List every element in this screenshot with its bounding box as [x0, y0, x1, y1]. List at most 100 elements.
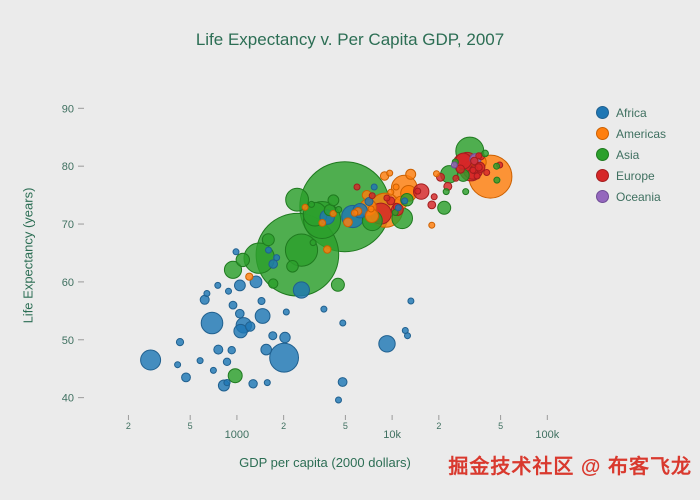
bubble-benin[interactable] [257, 297, 266, 305]
bubble-pakistan[interactable] [284, 233, 319, 267]
bubble-guinea[interactable] [228, 300, 238, 310]
y-axis-title: Life Expectancy (years) [20, 187, 36, 324]
bubble-afghanistan[interactable] [227, 368, 243, 384]
bubble-trinidad-and-tobago[interactable] [428, 221, 436, 229]
bubble-guinea-bissau[interactable] [196, 357, 204, 365]
bubble-chile[interactable] [405, 168, 417, 180]
bubble-nigeria[interactable] [269, 342, 300, 373]
bubble-haiti[interactable] [245, 272, 254, 281]
legend-item-europe[interactable]: Europe [596, 165, 666, 186]
bubble-honduras[interactable] [318, 219, 327, 227]
bubble-greece[interactable] [455, 164, 465, 174]
bubble-rwanda[interactable] [222, 357, 232, 366]
bubble-zimbabwe[interactable] [181, 372, 191, 383]
bubble-bosnia-and-herzegovina[interactable] [368, 192, 376, 200]
bubble-mongolia[interactable] [309, 239, 317, 247]
bubble-ghana[interactable] [249, 275, 263, 289]
bubble-costa-rica[interactable] [386, 169, 394, 177]
bubble-senegal[interactable] [268, 259, 279, 269]
bubble-croatia[interactable] [414, 187, 422, 195]
bubble-bahrain[interactable] [462, 188, 470, 196]
bubble-burundi[interactable] [175, 338, 185, 347]
bubble-tunisia[interactable] [364, 197, 374, 206]
bubble-albania[interactable] [353, 183, 361, 191]
bubble-slovak-republic[interactable] [430, 193, 438, 201]
bubble-slovenia[interactable] [452, 174, 460, 182]
bubble-austria[interactable] [474, 163, 483, 172]
legend-item-americas[interactable]: Americas [596, 123, 666, 144]
bubble-mali[interactable] [235, 308, 245, 319]
bubble-bolivia[interactable] [323, 245, 332, 254]
bubble-eritrea[interactable] [203, 290, 211, 297]
bubble-hong-kong-china[interactable] [481, 149, 489, 158]
bubble-comoros[interactable] [232, 248, 240, 256]
bubble-new-zealand[interactable] [450, 161, 458, 169]
bubble-uruguay[interactable] [392, 183, 400, 191]
bubble-saudi-arabia[interactable] [437, 200, 452, 215]
bubble-montenegro[interactable] [383, 194, 391, 202]
bubble-west-bank-and-gaza[interactable] [308, 200, 315, 208]
legend-item-oceania[interactable]: Oceania [596, 186, 666, 207]
bubble-swaziland[interactable] [335, 396, 342, 404]
bubble-congo-rep-[interactable] [320, 305, 328, 313]
bubble-sweden[interactable] [470, 156, 479, 166]
bubble-madagascar[interactable] [234, 279, 246, 292]
legend-item-africa[interactable]: Africa [596, 102, 666, 123]
bubble-mauritania[interactable] [273, 254, 281, 262]
bubble-cameroon[interactable] [279, 331, 291, 344]
bubble-iceland[interactable] [475, 152, 483, 160]
bubble-togo[interactable] [225, 287, 232, 295]
bubble-ethiopia[interactable] [200, 311, 224, 335]
x-tick-label: 2 [126, 421, 131, 431]
bubble-burkina-faso[interactable] [245, 321, 256, 332]
bubble-lebanon[interactable] [391, 209, 399, 216]
bubble-somalia[interactable] [227, 346, 236, 355]
bubble-libya[interactable] [401, 197, 409, 205]
bubble-cambodia[interactable] [268, 278, 279, 289]
bubble-lesotho[interactable] [263, 379, 271, 387]
bubble-iraq[interactable] [330, 277, 345, 292]
bubble-guatemala[interactable] [343, 217, 353, 228]
bubble-kuwait[interactable] [493, 176, 501, 184]
bubble-south-africa[interactable] [378, 335, 396, 353]
bubble-zambia[interactable] [248, 379, 258, 389]
bubble-ireland[interactable] [483, 169, 491, 176]
bubble-chad[interactable] [268, 331, 278, 341]
bubble-reunion[interactable] [370, 183, 378, 191]
bubble-equatorial-guinea[interactable] [401, 327, 409, 334]
bubble-cote-d-ivoire[interactable] [260, 343, 273, 356]
bubble-nicaragua[interactable] [301, 203, 309, 211]
bubble-el-salvador[interactable] [350, 209, 359, 217]
bubble-angola[interactable] [337, 377, 348, 387]
bubble-sierra-leone[interactable] [223, 379, 231, 387]
bubble-korea-dem-rep-[interactable] [261, 233, 275, 247]
legend-item-asia[interactable]: Asia [596, 144, 666, 165]
bubble-oman[interactable] [442, 188, 450, 196]
bubble-uganda[interactable] [233, 323, 248, 339]
bubble-paraguay[interactable] [329, 209, 337, 218]
bubble-mauritius[interactable] [394, 204, 402, 212]
bubble-liberia[interactable] [174, 361, 182, 369]
bubble-syria[interactable] [327, 194, 340, 207]
bubble-finland[interactable] [469, 166, 477, 174]
bubble-denmark[interactable] [473, 172, 481, 180]
bubble-djibouti[interactable] [282, 308, 290, 316]
bubble-namibia[interactable] [339, 319, 347, 327]
bubble-hungary[interactable] [427, 200, 437, 210]
bubble-kenya[interactable] [254, 308, 271, 324]
bubble-yemen-rep-[interactable] [286, 260, 299, 273]
bubble-sudan[interactable] [292, 281, 310, 299]
bubble-nepal[interactable] [235, 252, 251, 268]
bubble-myanmar[interactable] [223, 260, 243, 279]
bubble-sao-tome-and-principe[interactable] [265, 246, 272, 254]
bubble-congo-dem-rep-[interactable] [140, 349, 162, 371]
bubble-panama[interactable] [387, 188, 395, 196]
bubble-central-african-republic[interactable] [209, 366, 217, 374]
bubble-jordan[interactable] [335, 206, 343, 214]
bubble-gabon[interactable] [407, 297, 415, 305]
bubble-singapore[interactable] [493, 162, 501, 170]
bubble-malawi[interactable] [213, 344, 224, 355]
bubble-gambia[interactable] [214, 281, 222, 289]
bubble-puerto-rico[interactable] [433, 170, 440, 178]
bubble-jamaica[interactable] [367, 205, 375, 213]
